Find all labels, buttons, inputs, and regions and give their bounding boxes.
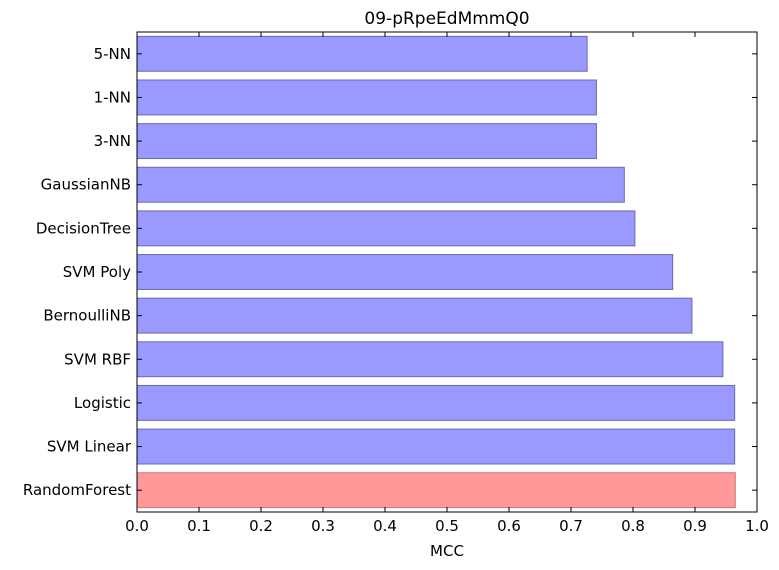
y-tick-label: BernoulliNB [43, 307, 131, 325]
plot-frame [136, 31, 758, 513]
bar-bernoullinb [136, 297, 693, 334]
x-tick-labels: 0.0 0.1 0.2 0.3 0.4 0.5 0.6 0.7 0.8 0.9 1.0 [125, 517, 769, 535]
y-tick-label: 1-NN [94, 88, 131, 106]
y-tick-label: GaussianNB [41, 176, 131, 194]
x-tick-label: 0.7 [559, 517, 583, 535]
chart-title: 09-pRpeEdMmmQ0 [364, 9, 529, 29]
bar-svm-poly [136, 254, 674, 290]
y-tick-label: RandomForest [23, 481, 131, 499]
bar-svm-rbf [136, 341, 724, 378]
y-tick-label: DecisionTree [36, 219, 131, 237]
y-tick-label: 5-NN [94, 45, 131, 63]
bar-gaussiannb [136, 166, 625, 203]
x-tick-label: 0.5 [435, 517, 459, 535]
bar-3-nn [136, 123, 597, 160]
x-tick-label: 1.0 [745, 517, 769, 535]
bar-decisiontree [136, 210, 636, 247]
x-tick-label: 0.2 [249, 517, 273, 535]
x-axis-label: MCC [430, 542, 464, 560]
y-tick-label: 3-NN [94, 132, 131, 150]
x-tick-label: 0.4 [373, 517, 397, 535]
y-tick-label: SVM Poly [63, 263, 131, 281]
x-tick-label: 0.9 [683, 517, 707, 535]
x-tick-label: 0.0 [125, 517, 149, 535]
bar-5-nn [136, 35, 588, 72]
y-tick-label: SVM Linear [47, 438, 132, 456]
x-tick-label: 0.8 [621, 517, 645, 535]
bar-svm-linear [136, 428, 736, 465]
bar-randomforest [136, 472, 736, 509]
bars-group [136, 35, 736, 509]
bar-logistic [136, 384, 736, 421]
bar-1-nn [136, 79, 597, 116]
y-tick-labels: 5-NN 1-NN 3-NN GaussianNB DecisionTree SVM Po… [23, 45, 132, 499]
y-tick-label: SVM RBF [64, 350, 131, 368]
x-tick-label: 0.3 [311, 517, 335, 535]
y-tick-label: Logistic [74, 394, 131, 412]
x-tick-label: 0.1 [187, 517, 211, 535]
x-tick-label: 0.6 [497, 517, 521, 535]
